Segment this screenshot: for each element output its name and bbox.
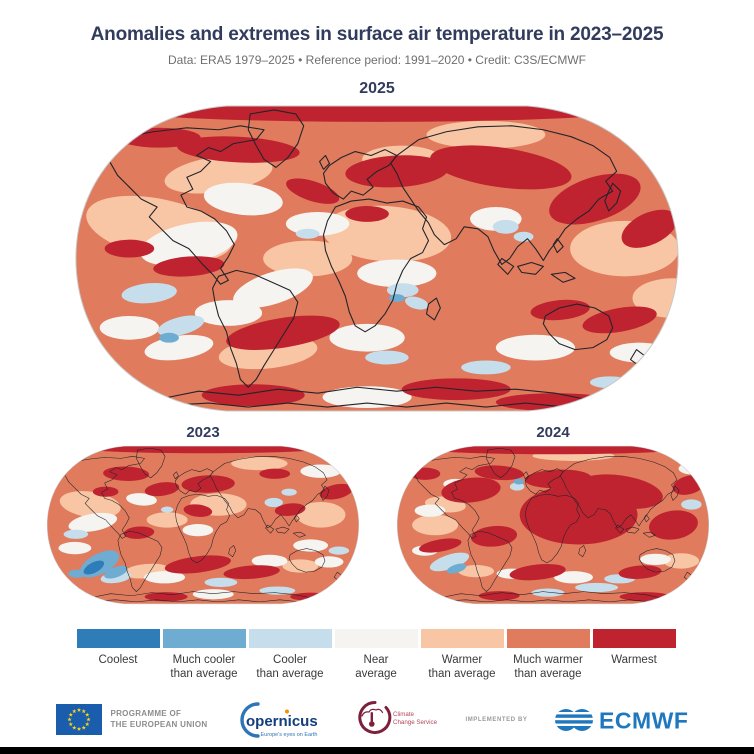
legend-item: Cooler than average [248, 629, 332, 682]
legend-item: Warmest [592, 629, 676, 682]
legend-swatch [334, 629, 418, 648]
legend-label: Coolest [98, 654, 138, 666]
header: Anomalies and extremes in surface air te… [0, 0, 754, 67]
climate-change-service-logo: Climate Change Service [358, 700, 438, 734]
legend-label: Much warmer than average [513, 654, 583, 681]
page-title: Anomalies and extremes in surface air te… [90, 24, 664, 45]
page-subtitle: Data: ERA5 1979–2025 • Reference period:… [168, 53, 586, 67]
implemented-by-label: IMPLEMENTED BY [465, 716, 528, 723]
legend-swatch [248, 629, 332, 648]
map-2024-figure: 2024 [394, 424, 712, 607]
color-legend: Coolest Much cooler than average Cooler than… [76, 629, 678, 682]
world-map-2025 [0, 100, 754, 417]
legend-label: Warmer than average [428, 654, 496, 681]
world-map-svg-2024 [396, 445, 710, 605]
legend-item: Near average [334, 629, 418, 682]
legend-swatch [76, 629, 160, 648]
footer-logos: PROGRAMME OF THE EUROPEAN UNION opernicu… [0, 696, 754, 744]
map-2024-label: 2024 [536, 424, 570, 441]
map-2025-label: 2025 [359, 80, 395, 97]
legend-item: Much warmer than average [506, 629, 590, 682]
map-2025-figure: 2025 [0, 80, 754, 417]
cloud-icon [361, 708, 384, 717]
legend-swatch [506, 629, 590, 648]
eu-programme-label: PROGRAMME OF THE EUROPEAN UNION [110, 708, 208, 729]
legend-item: Much cooler than average [162, 629, 246, 682]
eu-programme-block: PROGRAMME OF THE EUROPEAN UNION [56, 704, 208, 736]
copernicus-tagline: Europe's eyes on Earth [261, 732, 318, 738]
legend-swatch [592, 629, 676, 648]
map-2023-figure: 2023 [44, 424, 362, 607]
ccs-label-line1: Climate [393, 711, 415, 718]
ecmwf-logo: ECMWF [552, 707, 688, 733]
world-map-svg-2023 [46, 445, 360, 605]
legend-label: Warmest [611, 654, 657, 666]
copernicus-wordmark: opernicus [246, 713, 318, 730]
bottom-bar [0, 747, 754, 754]
copernicus-satellite-dot [285, 709, 290, 714]
ecmwf-wordmark: ECMWF [599, 707, 688, 733]
legend-label: Much cooler than average [170, 654, 238, 681]
map-2023-label: 2023 [186, 424, 220, 441]
ccs-label-line2: Change Service [393, 719, 438, 726]
thermometer-icon [369, 711, 376, 727]
eu-flag-icon [56, 704, 103, 736]
legend-label: Cooler than average [256, 654, 324, 681]
world-map-svg-2025 [75, 105, 679, 412]
small-maps-row: 2023 2024 [0, 424, 754, 607]
world-map-2024 [394, 443, 712, 607]
legend-label: Near average [355, 654, 397, 681]
legend-item: Warmer than average [420, 629, 504, 682]
legend-swatch [420, 629, 504, 648]
legend-swatch [162, 629, 246, 648]
legend-item: Coolest [76, 629, 160, 682]
copernicus-logo: opernicus Europe's eyes on Earth [240, 702, 318, 738]
world-map-2023 [44, 443, 362, 607]
ecmwf-mark-icon [552, 708, 595, 731]
